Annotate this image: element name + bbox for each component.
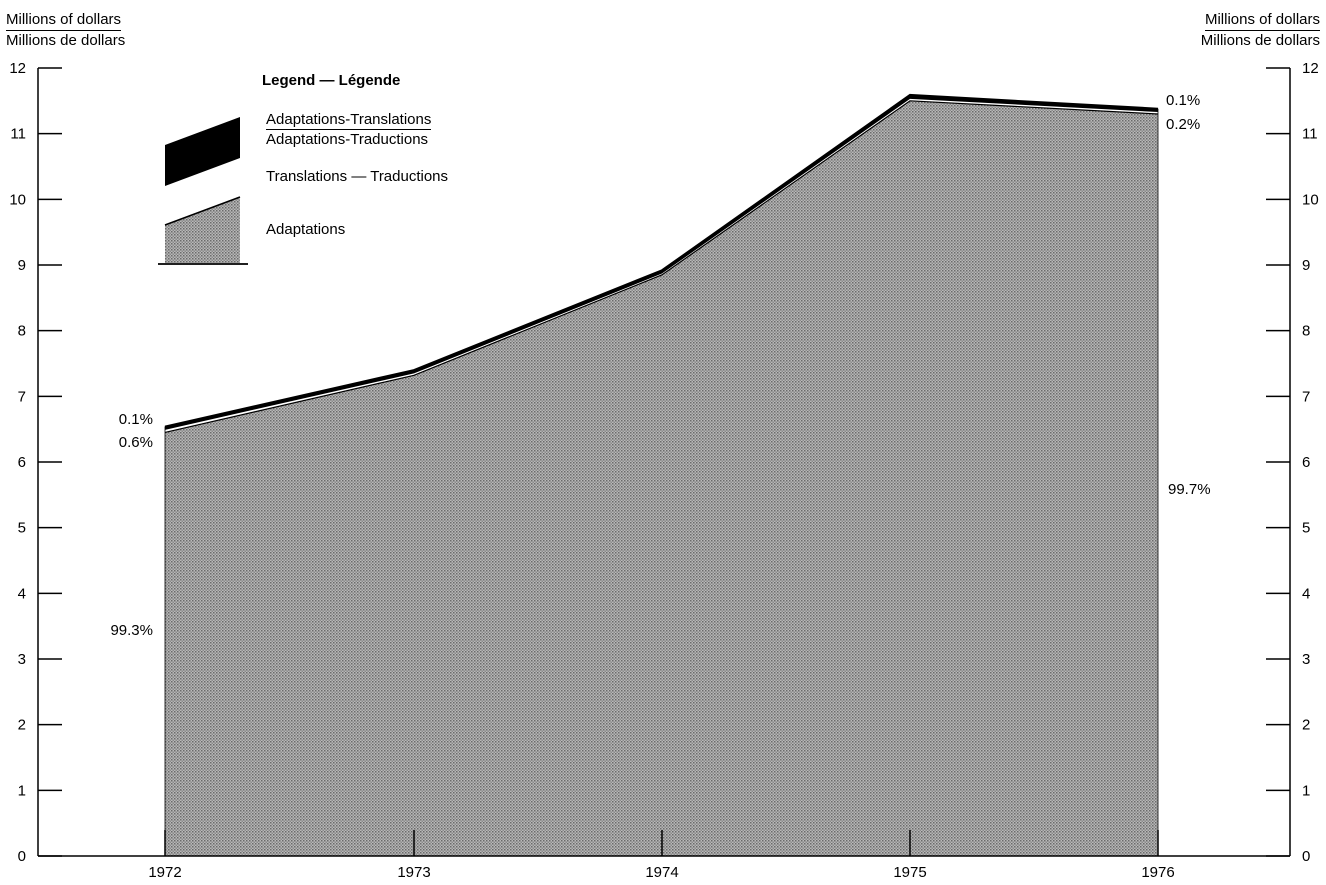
- x-tick-label: 1976: [1141, 864, 1174, 881]
- right-y-tick-label: 7: [1302, 388, 1310, 405]
- left-y-tick-label: 4: [18, 585, 26, 602]
- area-adaptations: [165, 100, 1158, 856]
- annotation-right-main: 99.7%: [1168, 481, 1211, 498]
- series-areas: [164, 93, 1159, 856]
- annotation-left-main: 99.3%: [110, 622, 153, 639]
- legend-swatch-adaptations: [165, 197, 240, 263]
- right-y-tick-label: 4: [1302, 585, 1310, 602]
- x-tick-label: 1974: [645, 864, 678, 881]
- right-y-tick-label: 8: [1302, 323, 1310, 340]
- line-total: [164, 93, 1159, 428]
- right-y-tick-label: 12: [1302, 60, 1319, 77]
- right-y-tick-label: 5: [1302, 520, 1310, 537]
- left-y-tick-label: 12: [9, 60, 26, 77]
- left-y-tick-label: 9: [18, 257, 26, 274]
- left-y-tick-label: 10: [9, 191, 26, 208]
- percent-annotations: 0.1% 0.6% 99.3% 0.1% 0.2% 99.7%: [110, 92, 1210, 639]
- legend-label-at-en: Adaptations-Translations: [266, 111, 432, 130]
- x-tick-label: 1972: [148, 864, 181, 881]
- left-y-tick-label: 1: [18, 782, 26, 799]
- left-y-tick-label: 8: [18, 323, 26, 340]
- x-tick-label: 1973: [397, 864, 430, 881]
- legend-swatches: [158, 117, 248, 265]
- left-y-tick-label: 6: [18, 454, 26, 471]
- right-y-tick-label: 10: [1302, 191, 1319, 208]
- legend-title: Legend — Légende: [262, 72, 401, 89]
- right-y-tick-label: 11: [1302, 126, 1318, 143]
- annotation-right-mid: 0.2%: [1166, 116, 1200, 133]
- annotation-right-top: 0.1%: [1166, 92, 1200, 109]
- line-adaptations: [164, 100, 1159, 434]
- left-y-tick-label: 5: [18, 520, 26, 537]
- right-unit-fr: Millions de dollars: [1200, 32, 1320, 49]
- right-y-tick-label: 1: [1302, 782, 1310, 799]
- left-y-tick-label: 11: [10, 126, 26, 143]
- legend-label-translations: Translations — Traductions: [266, 168, 449, 185]
- legend-label-at-fr: Adaptations-Traductions: [266, 131, 429, 148]
- right-y-tick-label: 6: [1302, 454, 1310, 471]
- right-y-tick-label: 0: [1302, 848, 1310, 865]
- left-y-tick-label: 7: [18, 388, 26, 405]
- legend-label-adaptations: Adaptations: [266, 221, 346, 238]
- right-y-tick-label: 2: [1302, 717, 1310, 734]
- left-y-tick-label: 2: [18, 717, 26, 734]
- legend-swatch-translations-line: [164, 196, 241, 226]
- left-unit-fr: Millions de dollars: [6, 32, 126, 49]
- right-axis-unit: Millions of dollars Millions de dollars: [1201, 10, 1320, 51]
- right-y-tick-label: 9: [1302, 257, 1310, 274]
- left-y-tick-label: 0: [18, 848, 26, 865]
- annotation-left-mid: 0.6%: [119, 434, 153, 451]
- legend-label-adaptations-translations: Adaptations-Translations Adaptations-Tra…: [266, 110, 432, 149]
- left-axis-unit: Millions of dollars Millions de dollars: [6, 10, 125, 51]
- right-y-tick-label: 3: [1302, 651, 1310, 668]
- left-y-tick-label: 3: [18, 651, 26, 668]
- x-tick-label: 1975: [893, 864, 926, 881]
- annotation-left-top: 0.1%: [119, 411, 153, 428]
- legend-swatch-adaptations-translations: [165, 117, 240, 186]
